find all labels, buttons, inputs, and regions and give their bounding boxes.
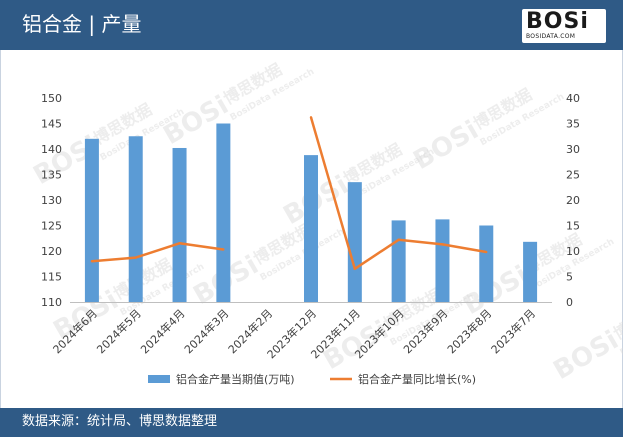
y-left-tick-label: 110 [41,296,62,309]
bar [435,219,450,302]
watermark-brand: BOSi [409,115,484,176]
bar [479,225,494,302]
bar [84,138,99,302]
y-right-tick-label: 20 [566,194,580,207]
legend-bar-swatch [148,375,170,383]
bar [128,136,143,302]
footer-bar: 数据来源：统计局、博思数据整理 [0,408,623,437]
line-point [178,242,181,245]
bar [391,220,406,302]
y-right-tick-label: 15 [566,220,580,233]
x-tick-label: 2024年4月 [137,306,187,356]
data-source: 数据来源：统计局、博思数据整理 [22,414,218,429]
line-point [397,238,400,241]
y-left-tick-label: 125 [41,220,62,233]
legend-line-label: 铝合金产量同比增长(%) [358,372,476,386]
bars-layer [84,123,538,302]
growth-line [91,242,224,263]
bar [304,155,318,302]
y-right-tick-label: 30 [566,143,580,156]
line-point [441,243,444,246]
y-left-tick-label: 150 [41,92,62,105]
header-bar: 铝合金 | 产量 BOSi BOSIDATA.COM [0,0,623,50]
line-point [90,260,94,263]
y-left-tick-label: 135 [41,169,62,182]
legend: 铝合金产量当期值(万吨) 铝合金产量同比增长(%) [148,372,476,386]
bosi-logo: BOSi BOSIDATA.COM [522,9,606,43]
y-left-tick-label: 140 [41,143,62,156]
y-right-tick-label: 35 [566,118,580,131]
y-right-tick-label: 5 [566,271,573,284]
line-point [134,256,137,259]
bar [172,147,187,302]
y-right-tick-label: 40 [566,92,580,105]
bar [347,182,362,302]
bar [216,123,231,302]
logo-wordmark: BOSi [526,9,589,34]
y-left-tick-label: 120 [41,245,62,258]
legend-bar-label: 铝合金产量当期值(万吨) [176,372,295,386]
x-tick-label: 2024年3月 [181,306,231,356]
line-point [309,116,313,119]
bar [523,241,538,302]
x-tick-label: 2023年7月 [488,306,538,356]
page-title: 铝合金 | 产量 [22,12,142,36]
watermark-brand: BOSi [549,325,623,386]
y-right-tick-label: 0 [566,296,573,309]
y-left-tick-label: 115 [41,271,62,284]
y-right-tick-label: 10 [566,245,580,258]
y-left-tick-label: 145 [41,118,62,131]
line-point [485,250,488,254]
line-layer [90,116,488,271]
watermark-brand: BOSi [459,260,534,321]
line-point [222,248,225,251]
y-right-tick-label: 25 [566,169,580,182]
y-left-tick-label: 130 [41,194,62,207]
logo-subtext: BOSIDATA.COM [526,33,576,40]
line-point [353,267,357,271]
